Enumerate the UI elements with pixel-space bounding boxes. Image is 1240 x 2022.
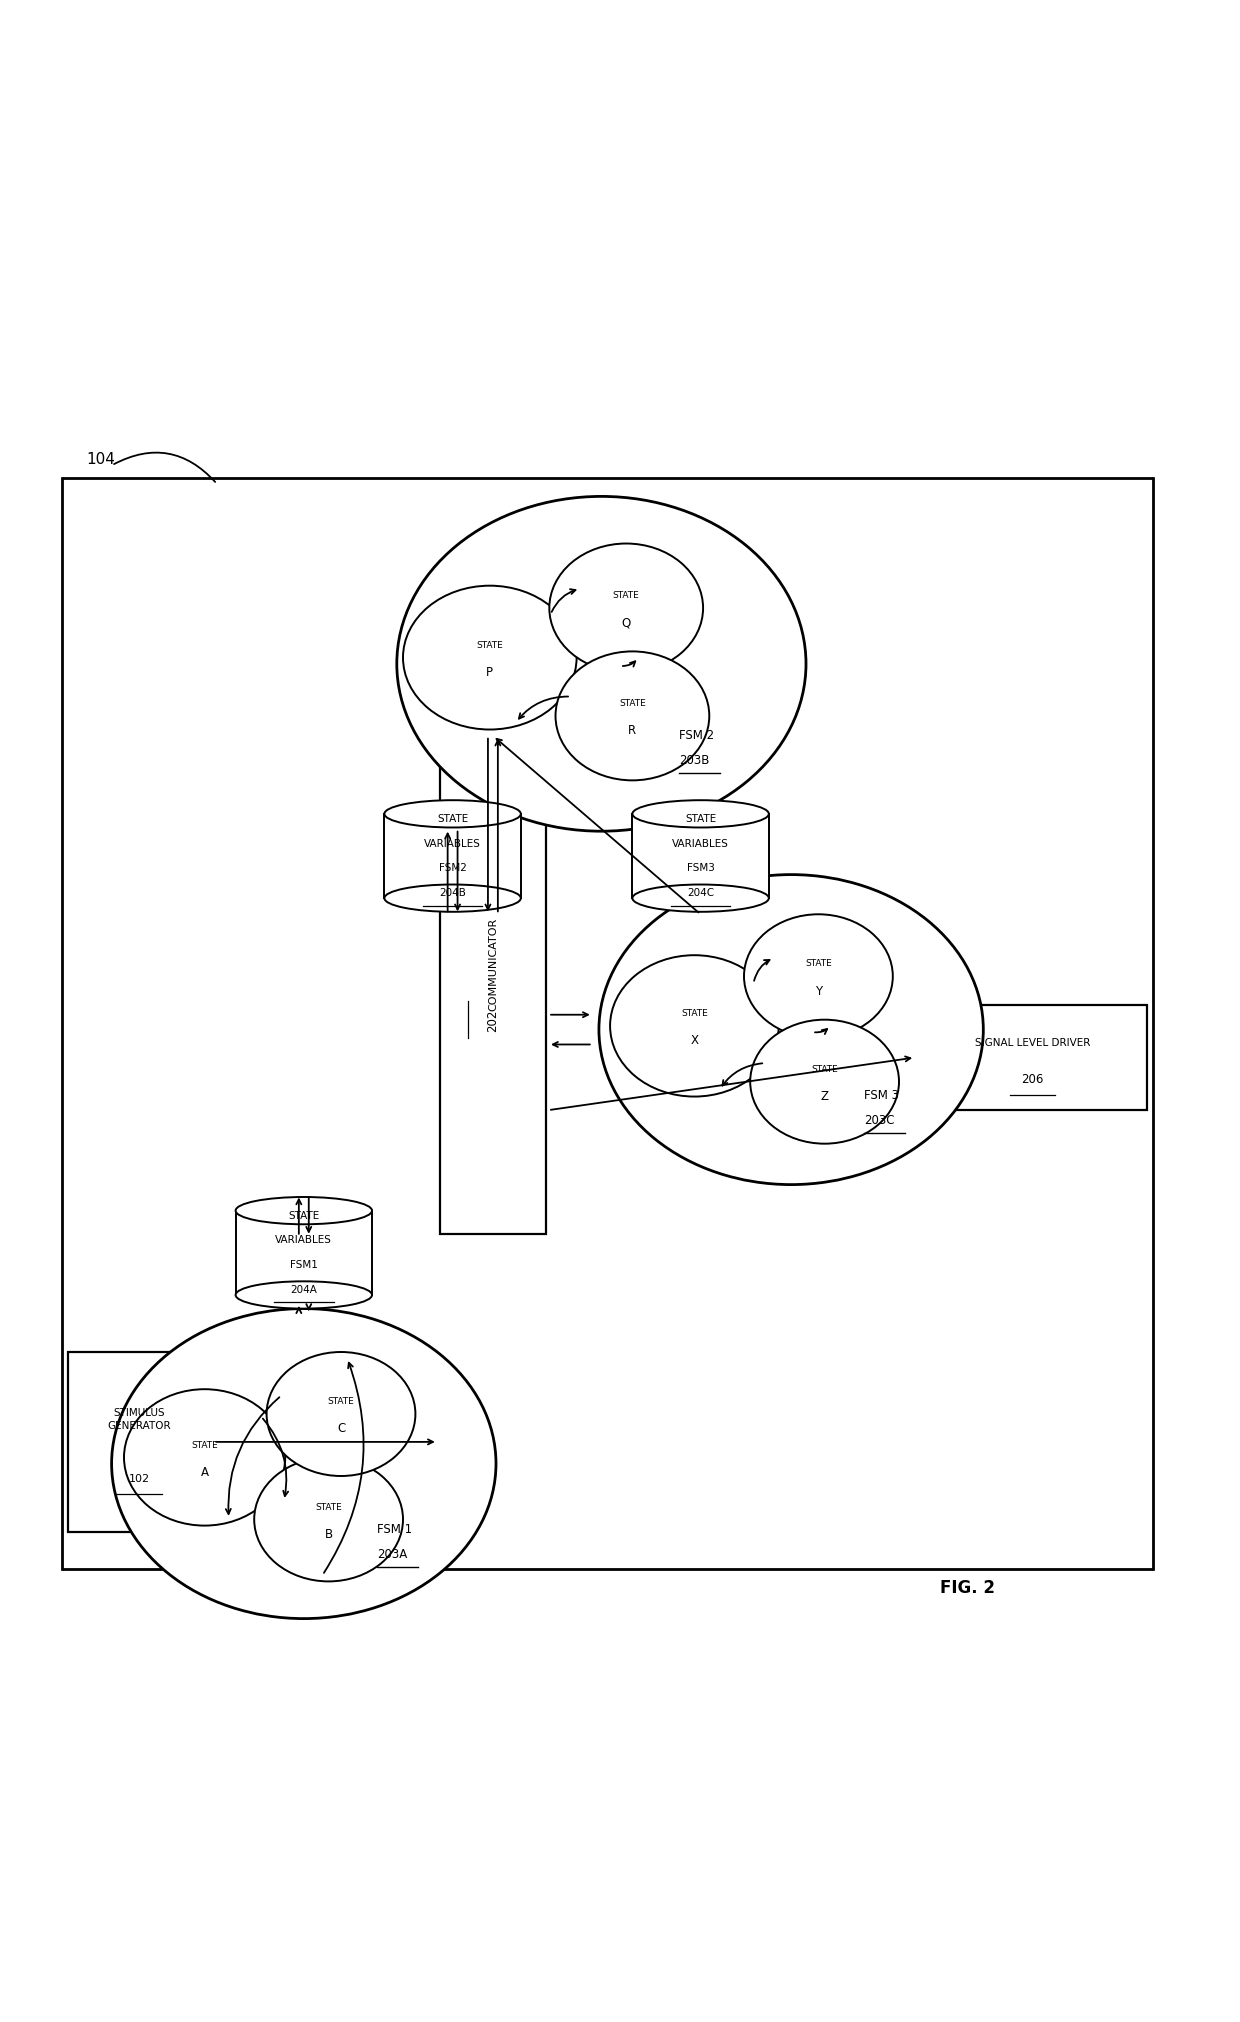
Ellipse shape xyxy=(397,495,806,831)
Ellipse shape xyxy=(556,651,709,780)
Ellipse shape xyxy=(750,1019,899,1144)
Text: X: X xyxy=(691,1035,698,1047)
Text: FSM 3: FSM 3 xyxy=(864,1088,899,1102)
Ellipse shape xyxy=(384,884,521,912)
Text: STATE: STATE xyxy=(476,641,503,649)
Text: STATE: STATE xyxy=(613,590,640,601)
Text: 203A: 203A xyxy=(377,1547,407,1561)
Text: 104: 104 xyxy=(87,451,115,467)
Ellipse shape xyxy=(403,586,577,730)
Bar xyxy=(632,813,769,898)
Text: VARIABLES: VARIABLES xyxy=(275,1235,332,1246)
Text: FSM 2: FSM 2 xyxy=(680,730,714,742)
Ellipse shape xyxy=(744,914,893,1037)
Text: STATE: STATE xyxy=(684,813,717,823)
Text: 203C: 203C xyxy=(864,1114,894,1126)
Ellipse shape xyxy=(267,1353,415,1476)
Text: Q: Q xyxy=(621,617,631,629)
Bar xyxy=(68,1353,211,1533)
Text: R: R xyxy=(629,724,636,738)
Ellipse shape xyxy=(632,801,769,827)
Ellipse shape xyxy=(124,1389,285,1527)
Text: STIMULUS
GENERATOR: STIMULUS GENERATOR xyxy=(108,1407,171,1432)
Text: C: C xyxy=(337,1421,345,1436)
Text: FSM 1: FSM 1 xyxy=(377,1523,412,1537)
Text: STATE: STATE xyxy=(327,1397,355,1405)
Text: A: A xyxy=(201,1466,208,1478)
Ellipse shape xyxy=(632,884,769,912)
Text: SIGNAL LEVEL DRIVER: SIGNAL LEVEL DRIVER xyxy=(975,1037,1090,1047)
Text: 202: 202 xyxy=(486,1009,500,1031)
Ellipse shape xyxy=(599,876,983,1185)
Bar xyxy=(62,477,1153,1569)
Ellipse shape xyxy=(549,544,703,673)
Text: COMMUNICATOR: COMMUNICATOR xyxy=(487,918,498,1011)
Text: P: P xyxy=(486,665,494,679)
Text: FSM1: FSM1 xyxy=(290,1260,317,1270)
Text: STATE: STATE xyxy=(288,1211,320,1221)
Text: STATE: STATE xyxy=(191,1440,218,1450)
Text: 204C: 204C xyxy=(687,888,714,898)
Ellipse shape xyxy=(236,1282,372,1308)
Bar xyxy=(918,1005,1147,1110)
Text: 204A: 204A xyxy=(290,1286,317,1294)
Text: Z: Z xyxy=(821,1090,828,1104)
Bar xyxy=(384,813,521,898)
Text: Y: Y xyxy=(815,985,822,997)
Ellipse shape xyxy=(254,1458,403,1581)
Text: FSM2: FSM2 xyxy=(439,863,466,874)
Text: FIG. 2: FIG. 2 xyxy=(940,1579,994,1597)
Text: FSM3: FSM3 xyxy=(687,863,714,874)
Text: STATE: STATE xyxy=(681,1009,708,1017)
Text: VARIABLES: VARIABLES xyxy=(424,839,481,849)
Text: B: B xyxy=(325,1529,332,1541)
Text: 206: 206 xyxy=(1021,1074,1044,1086)
Text: STATE: STATE xyxy=(805,958,832,969)
Text: STATE: STATE xyxy=(619,700,646,708)
Text: 203B: 203B xyxy=(680,754,709,766)
Text: STATE: STATE xyxy=(315,1502,342,1512)
Ellipse shape xyxy=(610,954,779,1096)
Bar xyxy=(440,738,546,1233)
Text: VARIABLES: VARIABLES xyxy=(672,839,729,849)
Bar xyxy=(236,1211,372,1294)
Text: 204B: 204B xyxy=(439,888,466,898)
Ellipse shape xyxy=(112,1308,496,1618)
Text: STATE: STATE xyxy=(436,813,469,823)
Text: STATE: STATE xyxy=(811,1066,838,1074)
Ellipse shape xyxy=(384,801,521,827)
Ellipse shape xyxy=(236,1197,372,1223)
Text: 102: 102 xyxy=(129,1474,150,1484)
